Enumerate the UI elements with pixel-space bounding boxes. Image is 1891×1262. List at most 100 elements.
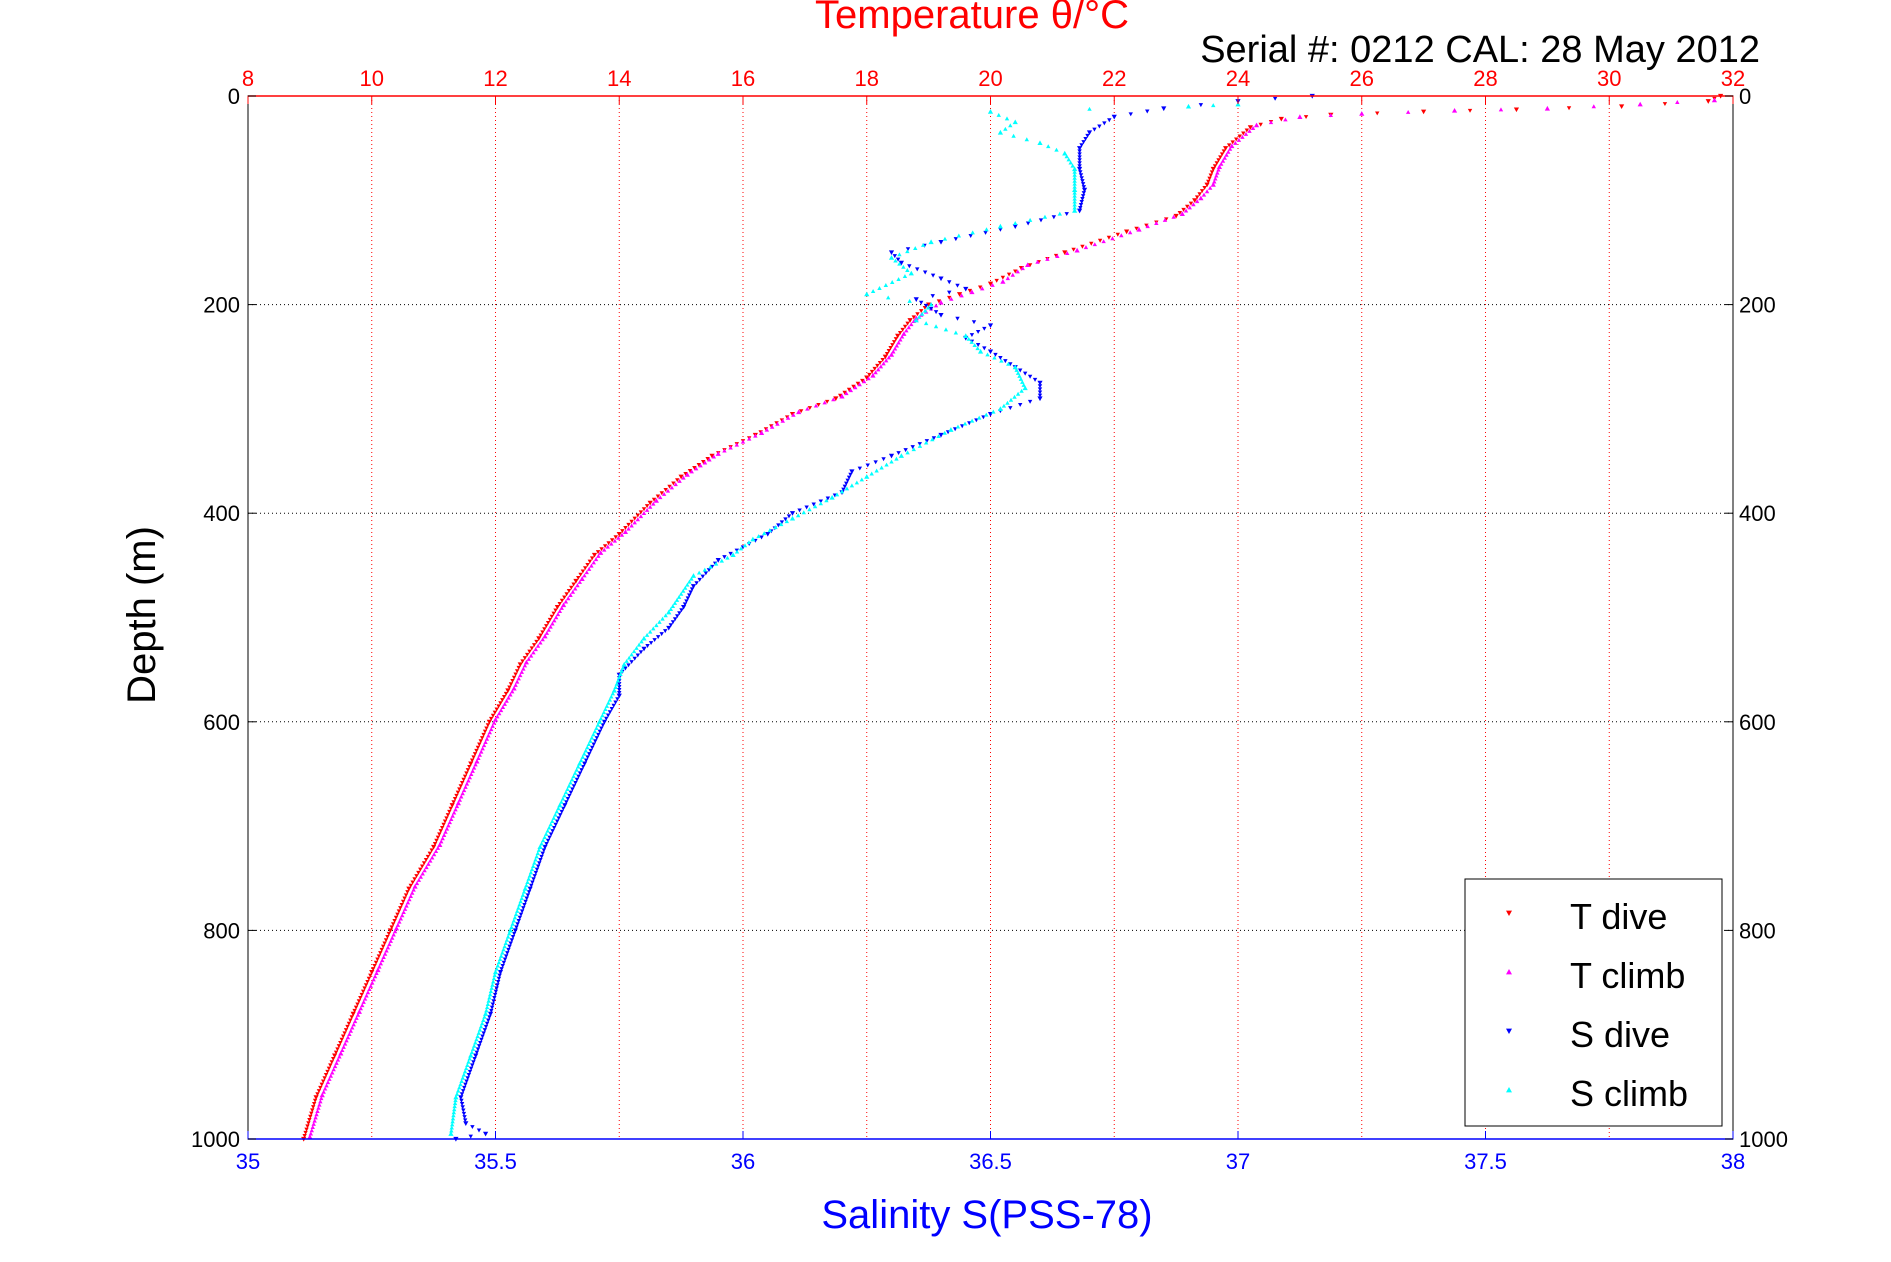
data-point-t-dive xyxy=(500,698,505,703)
data-point-t-dive xyxy=(380,944,386,949)
data-point-t-climb xyxy=(490,723,495,728)
data-point-s-dive xyxy=(987,349,994,355)
data-point-t-dive xyxy=(395,912,400,917)
data-point-s-dive xyxy=(1078,205,1083,210)
data-point-s-climb xyxy=(795,513,801,518)
data-point-s-dive xyxy=(728,551,733,556)
data-point-s-climb xyxy=(481,1018,486,1023)
data-point-t-dive xyxy=(398,906,403,911)
data-point-s-climb xyxy=(696,570,702,575)
data-point-t-dive xyxy=(851,384,856,389)
data-point-t-climb xyxy=(881,361,886,366)
data-point-s-climb xyxy=(1072,190,1077,195)
data-point-t-dive xyxy=(589,556,595,561)
data-point-s-dive xyxy=(1081,191,1087,196)
data-point-t-climb xyxy=(707,457,712,462)
data-point-t-climb xyxy=(1000,279,1006,284)
data-point-t-climb xyxy=(1194,199,1200,204)
data-point-t-dive xyxy=(1192,198,1198,203)
data-point-s-dive xyxy=(1081,140,1086,145)
data-point-s-dive xyxy=(534,867,540,872)
data-point-s-dive xyxy=(482,1028,488,1033)
data-point-t-dive xyxy=(360,989,366,994)
data-point-t-dive xyxy=(328,1063,333,1068)
data-point-t-dive xyxy=(403,893,409,898)
data-point-t-dive xyxy=(355,1002,360,1007)
data-point-s-dive xyxy=(491,999,496,1004)
data-point-t-climb xyxy=(746,436,752,441)
data-point-s-dive xyxy=(519,909,525,914)
data-point-t-climb xyxy=(340,1048,345,1053)
data-point-s-climb xyxy=(540,838,546,843)
data-point-s-climb xyxy=(542,835,547,840)
data-point-s-climb xyxy=(461,1072,467,1077)
data-point-t-dive xyxy=(418,867,423,872)
data-point-t-dive xyxy=(346,1021,352,1026)
legend-label-t-dive: T dive xyxy=(1570,896,1667,937)
data-point-t-dive xyxy=(1000,275,1006,280)
data-point-s-dive xyxy=(558,813,563,818)
data-point-t-climb xyxy=(433,849,439,854)
data-point-s-climb xyxy=(598,716,604,721)
data-point-s-climb xyxy=(492,969,499,975)
data-point-t-climb xyxy=(612,538,618,543)
data-point-s-dive xyxy=(641,646,647,652)
data-point-s-climb xyxy=(1072,175,1077,180)
data-point-t-climb xyxy=(1187,205,1192,210)
data-point-t-climb xyxy=(398,916,403,921)
data-point-t-climb xyxy=(331,1067,336,1072)
data-point-t-climb xyxy=(474,758,480,764)
data-point-t-dive xyxy=(1006,272,1012,277)
data-point-s-dive xyxy=(947,280,952,285)
data-point-s-climb xyxy=(970,230,975,235)
data-point-s-dive xyxy=(461,1108,466,1113)
data-point-s-dive xyxy=(892,254,897,259)
data-point-s-dive xyxy=(475,1047,481,1052)
data-point-t-climb xyxy=(653,498,659,503)
data-point-s-climb xyxy=(713,561,719,566)
data-point-t-dive xyxy=(338,1040,343,1045)
data-point-t-climb xyxy=(392,929,398,934)
data-point-t-dive xyxy=(569,585,574,590)
data-point-s-climb xyxy=(897,261,902,266)
temperature-tick-label: 12 xyxy=(483,66,507,91)
data-point-t-dive xyxy=(1219,152,1225,157)
data-point-t-climb xyxy=(1229,143,1235,149)
data-point-s-climb xyxy=(789,515,796,521)
data-point-s-climb xyxy=(606,700,611,705)
data-point-s-climb xyxy=(1012,364,1018,370)
data-point-s-climb xyxy=(463,1066,469,1071)
data-point-t-climb xyxy=(728,445,733,450)
data-point-s-climb xyxy=(617,675,622,680)
data-point-s-climb xyxy=(513,912,519,917)
data-point-t-dive xyxy=(807,406,813,411)
data-point-s-climb xyxy=(525,880,530,885)
data-point-t-climb xyxy=(309,1128,314,1133)
data-point-s-climb xyxy=(471,1043,477,1048)
data-point-s-dive xyxy=(1086,130,1093,136)
data-point-t-dive xyxy=(468,761,474,767)
data-point-t-climb xyxy=(596,553,601,558)
data-point-t-climb xyxy=(1220,158,1226,163)
data-point-s-dive xyxy=(489,1005,495,1010)
data-point-t-dive xyxy=(902,324,908,329)
data-point-t-dive xyxy=(540,630,545,635)
data-point-s-climb xyxy=(654,623,659,628)
data-point-t-climb xyxy=(542,633,548,639)
data-point-t-climb xyxy=(489,727,494,732)
data-point-s-dive xyxy=(915,267,920,272)
data-point-s-dive xyxy=(844,481,849,486)
data-point-t-climb xyxy=(351,1022,356,1027)
data-point-s-dive xyxy=(1012,224,1018,229)
data-point-t-climb xyxy=(437,842,443,847)
data-point-t-dive xyxy=(501,695,507,699)
data-point-s-dive xyxy=(493,989,499,994)
data-point-s-climb xyxy=(991,409,996,414)
data-point-s-climb xyxy=(455,1088,461,1093)
data-point-s-climb xyxy=(901,264,906,269)
data-point-s-climb xyxy=(917,314,922,319)
data-point-s-dive xyxy=(510,935,516,940)
data-point-s-climb xyxy=(905,450,910,455)
data-point-t-dive xyxy=(482,729,488,734)
data-point-s-climb xyxy=(467,1056,472,1061)
